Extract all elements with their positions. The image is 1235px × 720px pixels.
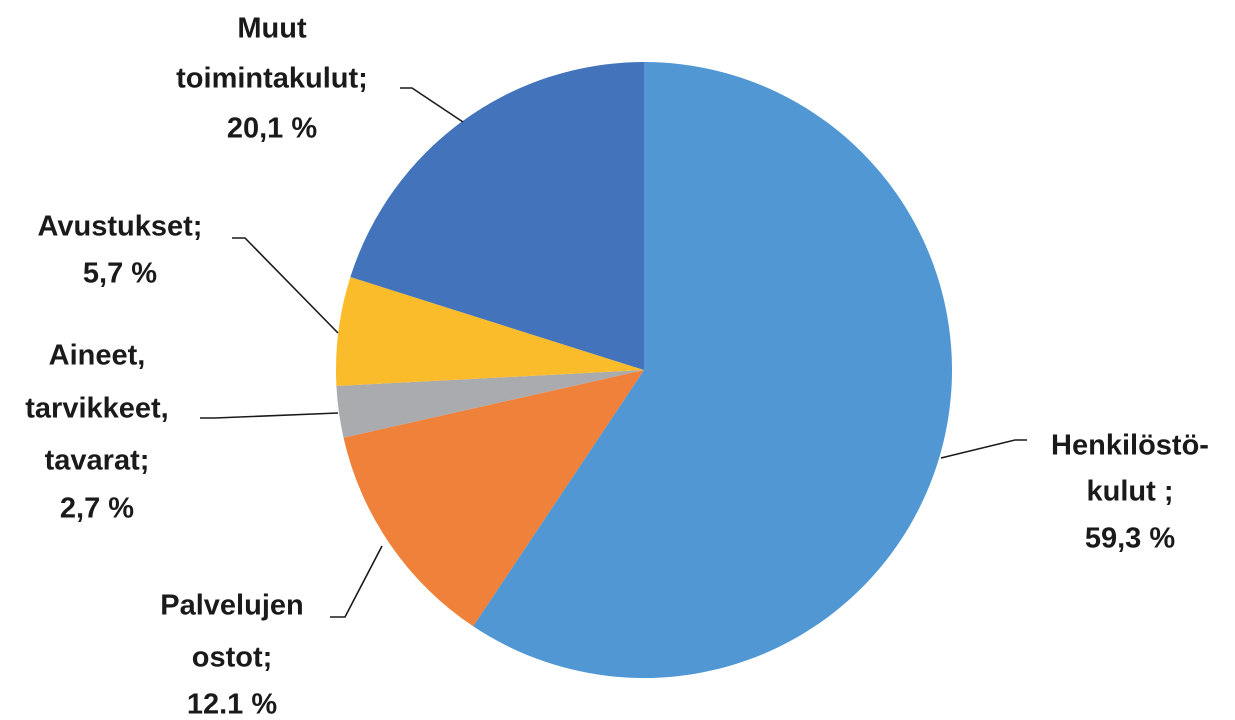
slice-label: ostot;	[192, 642, 273, 674]
pie-slice	[336, 370, 644, 438]
pie-slice	[473, 62, 952, 678]
pie-slice	[350, 62, 644, 370]
slice-label: tarvikkeet,	[25, 393, 169, 425]
slice-label: Avustukset;	[38, 211, 203, 243]
slice-label: Aineet,	[49, 340, 146, 372]
slice-label: Muut	[237, 13, 307, 45]
slice-value-label: 20,1 %	[227, 113, 317, 145]
slice-value-label: 12.1 %	[187, 689, 277, 720]
leader-line	[232, 237, 339, 334]
leader-line	[940, 439, 1027, 459]
slice-value-label: 2,7 %	[60, 493, 134, 525]
slice-label: tavarat;	[45, 445, 150, 477]
slice-label: toimintakulut;	[176, 63, 368, 95]
pie-slice	[335, 277, 644, 386]
slice-value-label: 5,7 %	[83, 258, 157, 290]
leader-line	[330, 545, 383, 618]
leader-line	[400, 87, 464, 123]
slice-label: kulut ;	[1087, 476, 1174, 508]
slice-label: Henkilöstö-	[1051, 430, 1209, 462]
slice-value-label: 59,3 %	[1085, 523, 1175, 555]
leader-line	[200, 412, 339, 419]
slice-label: Palvelujen	[160, 590, 303, 622]
pie-slice	[343, 370, 644, 627]
